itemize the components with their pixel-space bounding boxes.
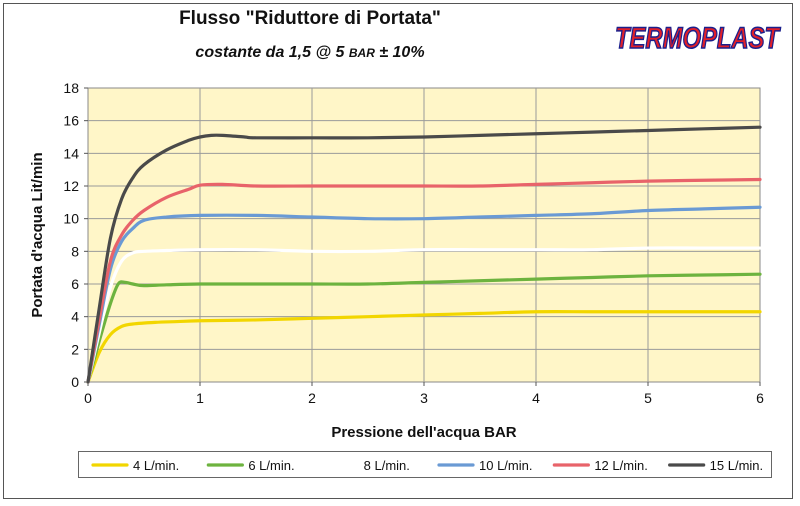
series-line-1 bbox=[86, 310, 762, 384]
legend-label-3: 8 L/min. bbox=[364, 458, 410, 473]
y-tick-label: 0 bbox=[71, 374, 79, 390]
subtitle-unit: BAR bbox=[348, 46, 375, 60]
x-tick-label: 2 bbox=[308, 390, 316, 406]
y-tick-label: 18 bbox=[63, 80, 79, 96]
x-tick-label: 0 bbox=[84, 390, 92, 406]
subtitle-prefix: costante da 1,5 @ 5 bbox=[195, 44, 349, 61]
legend-label-4: 10 L/min. bbox=[479, 458, 532, 473]
legend-label-5: 12 L/min. bbox=[594, 458, 647, 473]
x-axis-label: Pressione dell'acqua BAR bbox=[331, 424, 516, 441]
y-axis-label: Portata d'acqua Lit/min bbox=[29, 152, 46, 317]
series-line-5 bbox=[86, 177, 762, 384]
y-tick-label: 8 bbox=[71, 243, 79, 259]
y-tick-label: 6 bbox=[71, 276, 79, 292]
chart-subtitle: costante da 1,5 @ 5 BAR ± 10% bbox=[110, 44, 510, 62]
y-tick-label: 2 bbox=[71, 341, 79, 357]
series-line-6 bbox=[86, 125, 762, 384]
subtitle-suffix: ± 10% bbox=[374, 44, 425, 61]
legend-svg: 4 L/min. 6 L/min. 8 L/min. 10 L/min. 12 L/mi… bbox=[91, 458, 763, 473]
y-tick-label: 12 bbox=[63, 178, 79, 194]
x-tick-label: 1 bbox=[196, 390, 204, 406]
y-tick-label: 16 bbox=[63, 113, 79, 129]
logo-text: TERMOPLAST bbox=[615, 22, 781, 55]
y-tick-label: 10 bbox=[63, 211, 79, 227]
chart-title: Flusso "Riduttore di Portata" bbox=[179, 8, 441, 29]
series-line-3 bbox=[86, 246, 762, 384]
x-tick-label: 6 bbox=[756, 390, 764, 406]
series-line-4 bbox=[86, 205, 762, 384]
y-tick-label: 14 bbox=[63, 145, 79, 161]
legend-label-6: 15 L/min. bbox=[710, 458, 763, 473]
legend-label-2: 6 L/min. bbox=[248, 458, 294, 473]
x-tick-label: 3 bbox=[420, 390, 428, 406]
x-tick-label: 5 bbox=[644, 390, 652, 406]
logo-text-termo: TERMO bbox=[615, 22, 701, 55]
series-line-2 bbox=[86, 272, 762, 384]
series-lines bbox=[86, 125, 762, 384]
y-tick-label: 4 bbox=[71, 309, 79, 325]
termoplast-logo: TERMOPLAST bbox=[614, 21, 782, 56]
x-tick-label: 4 bbox=[532, 390, 540, 406]
legend-label-1: 4 L/min. bbox=[133, 458, 179, 473]
legend: 4 L/min. 6 L/min. 8 L/min. 10 L/min. 12 L/mi… bbox=[78, 451, 772, 478]
logo-text-plast: PLAST bbox=[701, 22, 781, 55]
